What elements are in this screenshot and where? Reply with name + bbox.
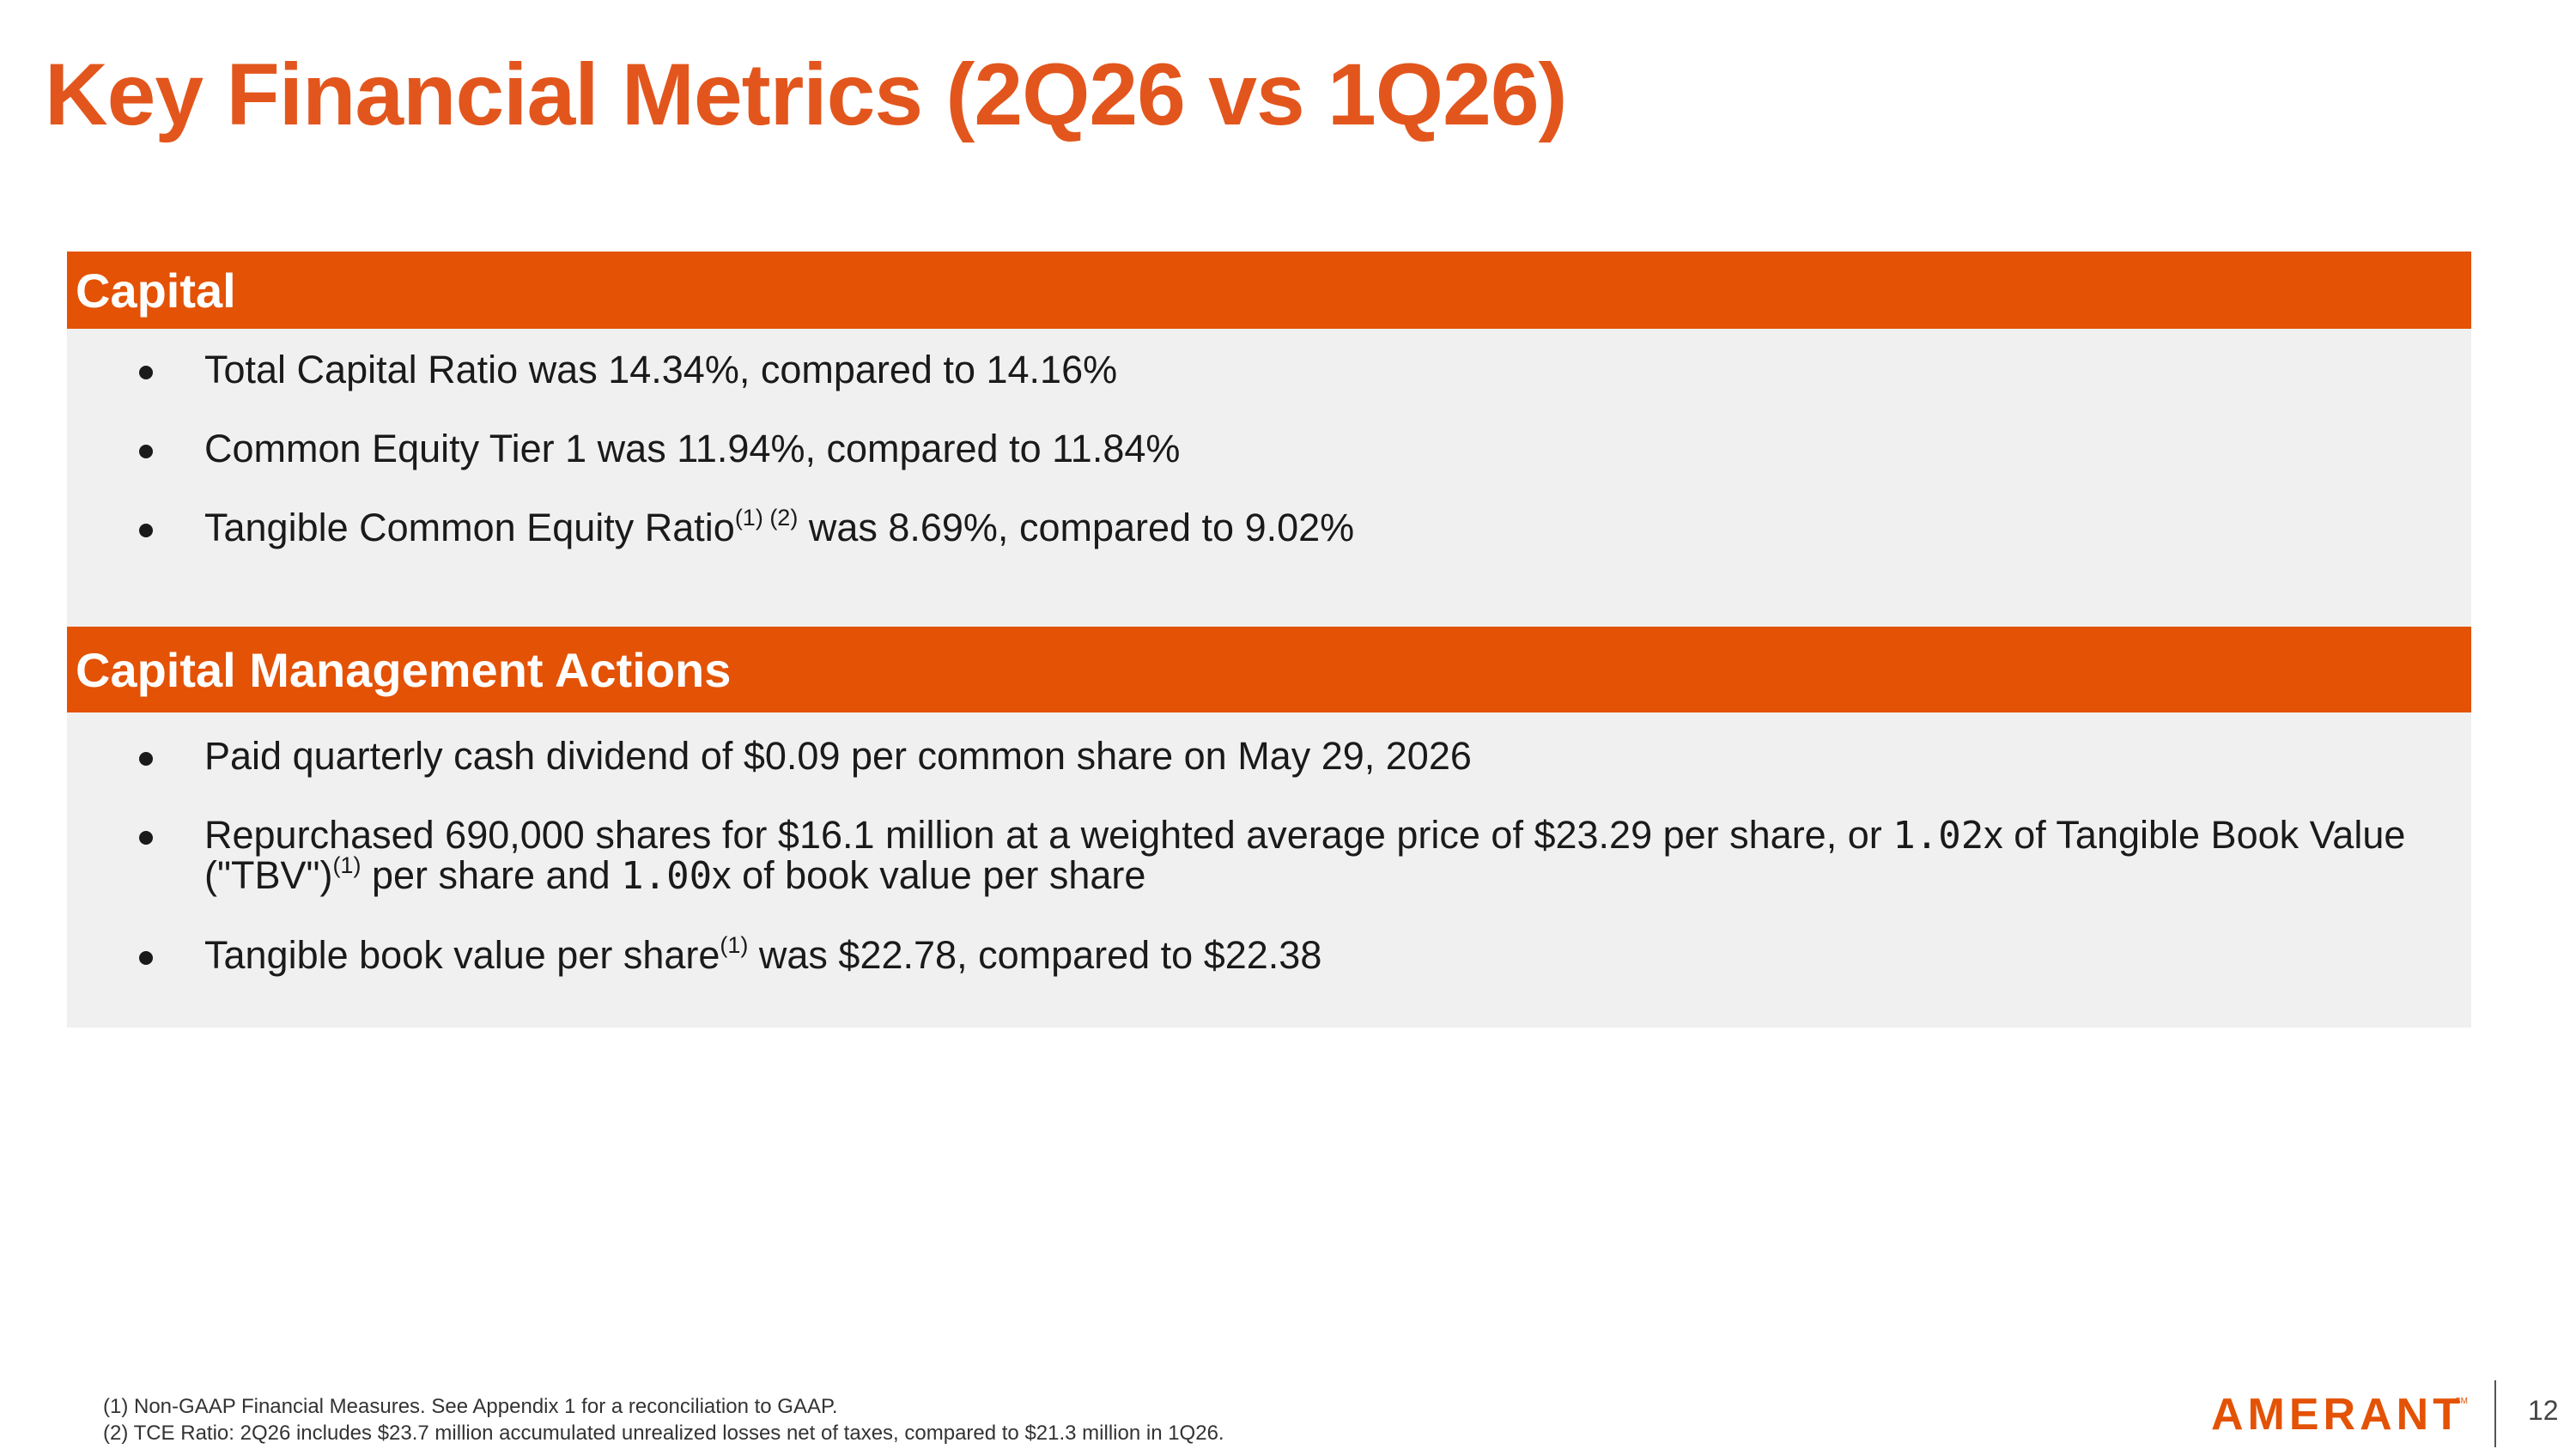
footnote-ref: (1)	[332, 852, 361, 878]
footnote-2: (2) TCE Ratio: 2Q26 includes $23.7 milli…	[103, 1422, 1224, 1445]
logo-wordmark: AMERANT	[2211, 1390, 2464, 1440]
capital-management-bullet-list: Paid quarterly cash dividend of $0.09 pe…	[67, 712, 2471, 975]
bullet-tce-ratio: Tangible Common Equity Ratio(1) (2) was …	[139, 505, 2471, 549]
capital-bullet-list: Total Capital Ratio was 14.34%, compared…	[67, 329, 2471, 548]
page-number-divider	[2494, 1380, 2496, 1447]
bullet-text: Tangible Common Equity Ratio	[204, 506, 735, 549]
bv-multiple: 1.00	[621, 854, 713, 898]
footnotes: (1) Non-GAAP Financial Measures. See App…	[103, 1393, 1224, 1446]
bullet-tbv-per-share: Tangible book value per share(1) was $22…	[139, 933, 2471, 977]
bullet-cet1: Common Equity Tier 1 was 11.94%, compare…	[139, 427, 2471, 470]
bullet-text: Tangible book value per share	[204, 933, 720, 977]
bullet-text: Total Capital Ratio was 14.34%, compared…	[204, 348, 1118, 391]
capital-management-header: Capital Management Actions	[67, 627, 2471, 712]
bullet-text: per share and	[361, 853, 622, 897]
footnote-1: (1) Non-GAAP Financial Measures. See App…	[103, 1395, 838, 1418]
bullet-text: Paid quarterly cash dividend of $0.09 pe…	[204, 734, 1472, 778]
bullet-text: Common Equity Tier 1 was 11.94%, compare…	[204, 427, 1181, 470]
capital-panel: Capital Total Capital Ratio was 14.34%, …	[67, 252, 2471, 627]
bullet-text: was $22.78, compared to $22.38	[748, 933, 1322, 977]
tbv-multiple: 1.02	[1893, 814, 1984, 858]
page-title: Key Financial Metrics (2Q26 vs 1Q26)	[45, 45, 1568, 143]
bullet-text: x of book value per share	[712, 853, 1146, 897]
bullet-text: Repurchased 690,000 shares for $16.1 mil…	[204, 813, 1893, 857]
bullet-repurchase: Repurchased 690,000 shares for $16.1 mil…	[139, 813, 2471, 898]
footnote-ref: (1)	[720, 932, 749, 958]
footnote-ref: (1) (2)	[734, 505, 799, 530]
bullet-text: x of Tangible Book Value ("TBV")	[204, 813, 2406, 897]
logo-service-mark: SM	[2455, 1397, 2468, 1406]
bullet-total-capital-ratio: Total Capital Ratio was 14.34%, compared…	[139, 348, 2471, 391]
capital-header: Capital	[67, 252, 2471, 329]
amerant-logo: AMERANT SM	[2211, 1390, 2468, 1440]
bullet-dividend: Paid quarterly cash dividend of $0.09 pe…	[139, 734, 2471, 778]
capital-management-panel: Capital Management Actions Paid quarterl…	[67, 627, 2471, 1028]
page-number: 12	[2528, 1395, 2559, 1426]
bullet-text: was 8.69%, compared to 9.02%	[798, 506, 1355, 549]
